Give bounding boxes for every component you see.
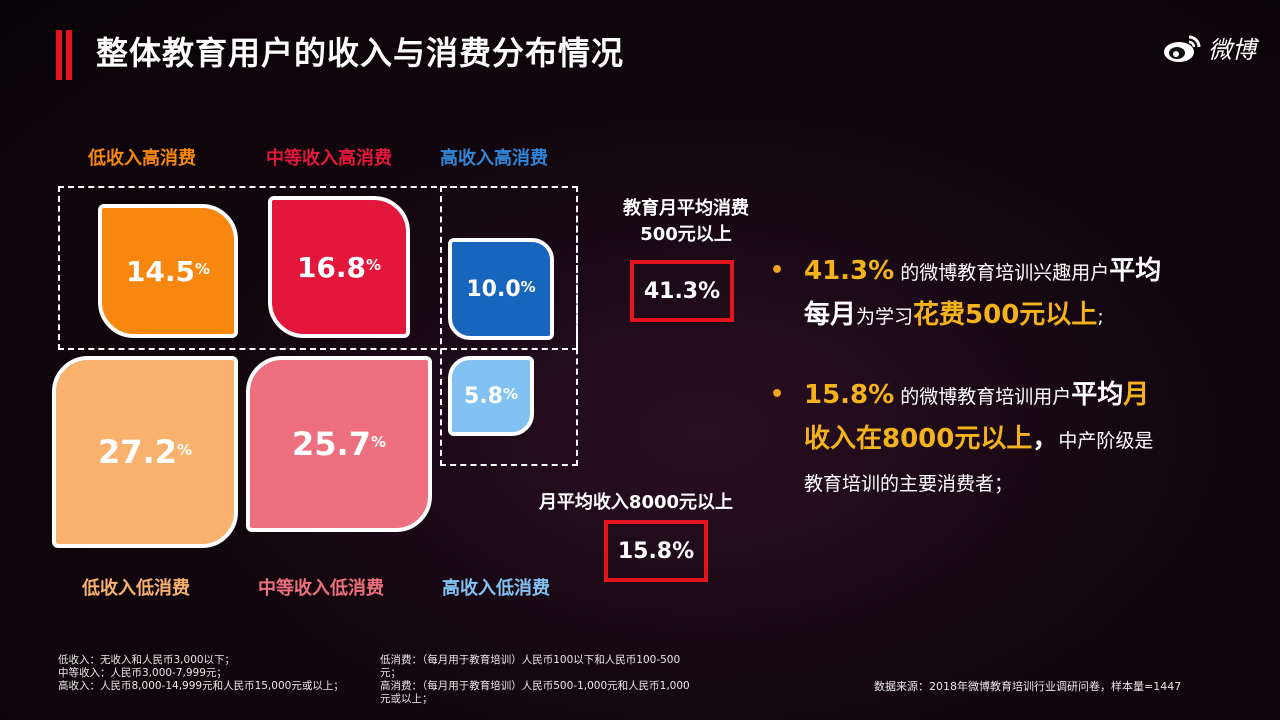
bullet-1-text-e: 花费500元以上 bbox=[913, 300, 1098, 330]
footnote-income: 低收入：无收入和人民币3,000以下； 中等收入：人民币3,000-7,999元… bbox=[58, 654, 378, 693]
label-mid-income-high-spend: 中等收入高消费 bbox=[266, 148, 392, 169]
footnote-income-high: 高收入：人民币8,000-14,999元和人民币15,000元或以上； bbox=[58, 680, 344, 692]
title-accent-bar-2 bbox=[66, 30, 72, 80]
data-source: 数据来源：2018年微博教育培训行业调研问卷，样本量=1447 bbox=[874, 680, 1182, 693]
stat-income-value: 15.8% bbox=[604, 520, 708, 582]
bullet-1-text-d: 为学习 bbox=[856, 306, 914, 328]
bullet-2-text-f: 教育培训的主要消费者； bbox=[804, 473, 1014, 495]
stat-spend-value: 41.3% bbox=[630, 260, 734, 322]
footnote-spend-high: 高消费：（每月用于教育培训）人民币500-1,000元和人民币1,000 bbox=[380, 680, 690, 692]
bullet-1-text-f: ; bbox=[1097, 306, 1104, 328]
label-low-income-high-spend: 低收入高消费 bbox=[88, 148, 196, 169]
weibo-icon bbox=[1164, 35, 1201, 62]
box-low-income-low-spend: 27.2% bbox=[52, 356, 238, 548]
value-high-high: 10.0 bbox=[466, 276, 521, 302]
footnote-spend: 低消费：（每月用于教育培训）人民币100以下和人民币100-500 元； 高消费… bbox=[380, 654, 760, 706]
unit-mid-low: % bbox=[370, 433, 386, 451]
box-mid-income-high-spend: 16.8% bbox=[268, 196, 410, 338]
logo-text: 微博 bbox=[1208, 36, 1256, 64]
high-income-dashed-frame bbox=[440, 186, 578, 466]
unit-low-high: % bbox=[195, 260, 211, 278]
footnote-income-mid: 中等收入：人民币3,000-7,999元； bbox=[58, 667, 227, 679]
unit-low-low: % bbox=[176, 441, 192, 459]
stat-spend-title-line1: 教育月平均消费 bbox=[623, 198, 749, 219]
unit-mid-high: % bbox=[366, 256, 382, 274]
stat-spend-title-line2: 500元以上 bbox=[640, 224, 732, 245]
label-mid-income-low-spend: 中等收入低消费 bbox=[258, 578, 384, 599]
page-title: 整体教育用户的收入与消费分布情况 bbox=[96, 34, 625, 72]
box-high-income-low-spend: 5.8% bbox=[448, 356, 534, 436]
value-high-low: 5.8 bbox=[463, 383, 503, 409]
bullet-1-text-c: 每月 bbox=[804, 300, 857, 330]
stat-income-title: 月平均收入8000元以上 bbox=[538, 492, 734, 513]
value-mid-high: 16.8 bbox=[296, 250, 367, 284]
bullet-2-text-d: ， bbox=[1032, 424, 1059, 454]
bullet-dot-2: • bbox=[770, 382, 785, 407]
bullet-2-text-a: 的微博教育培训用户 bbox=[894, 386, 1072, 408]
footnote-spend-low-cont: 元； bbox=[380, 667, 401, 679]
bullet-2-text-b2: 月 bbox=[1123, 380, 1150, 410]
bullet-dot-1: • bbox=[770, 258, 785, 283]
footnote-spend-low: 低消费：（每月用于教育培训）人民币100以下和人民币100-500 bbox=[380, 654, 681, 666]
bullet-2-text-e: 中产阶级是 bbox=[1058, 430, 1154, 452]
bullet-2-pct: 15.8% bbox=[804, 380, 895, 410]
bullet-2-text-c: 收入在8000元以上 bbox=[804, 424, 1033, 454]
bullet-2-text-b: 平均 bbox=[1071, 380, 1124, 410]
stat-spend-title: 教育月平均消费 500元以上 bbox=[598, 196, 774, 248]
label-high-income-high-spend: 高收入高消费 bbox=[440, 148, 548, 169]
footnote-spend-high-cont: 元或以上； bbox=[380, 693, 433, 705]
value-mid-low: 25.7 bbox=[292, 425, 371, 463]
weibo-logo: 微博 bbox=[1162, 30, 1256, 65]
unit-high-low: % bbox=[502, 385, 518, 403]
label-low-income-low-spend: 低收入低消费 bbox=[82, 578, 190, 599]
bullet-1-text-b: 平均 bbox=[1109, 256, 1162, 286]
value-low-high: 14.5 bbox=[125, 254, 196, 288]
label-high-income-low-spend: 高收入低消费 bbox=[442, 578, 550, 599]
unit-high-high: % bbox=[520, 278, 536, 296]
footnote-income-low: 低收入：无收入和人民币3,000以下； bbox=[58, 654, 236, 666]
bullet-1-text-a: 的微博教育培训兴趣用户 bbox=[894, 262, 1110, 284]
box-high-income-high-spend: 10.0% bbox=[448, 238, 554, 340]
bullet-1-pct: 41.3% bbox=[804, 256, 895, 286]
value-low-low: 27.2 bbox=[98, 433, 177, 471]
box-low-income-high-spend: 14.5% bbox=[98, 204, 238, 338]
bullet-2: • 15.8% 的微博教育培训用户平均月 收入在8000元以上，中产阶级是 教育… bbox=[770, 374, 1250, 505]
bullet-1: • 41.3% 的微博教育培训兴趣用户平均 每月为学习花费500元以上; bbox=[770, 250, 1250, 338]
title-accent-bar bbox=[56, 30, 62, 80]
box-mid-income-low-spend: 25.7% bbox=[246, 356, 432, 532]
